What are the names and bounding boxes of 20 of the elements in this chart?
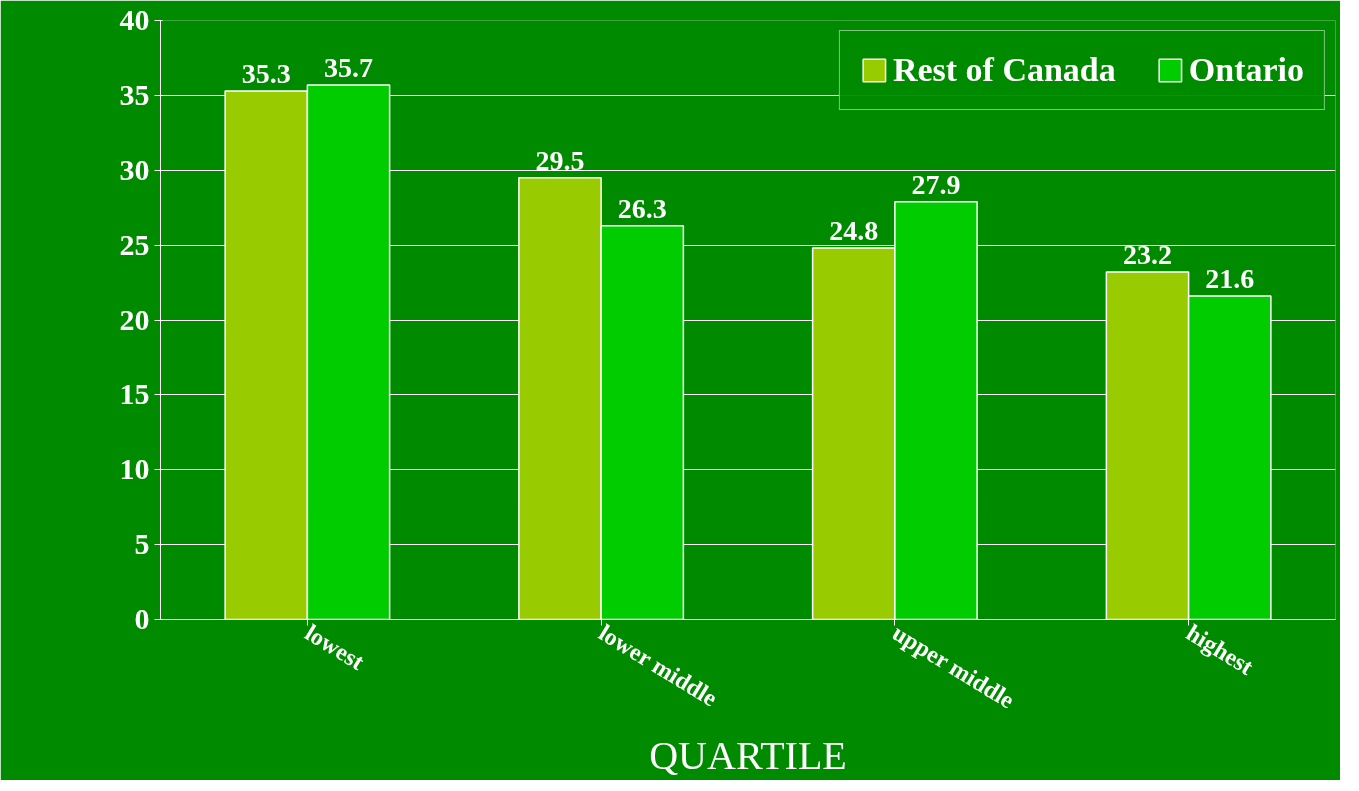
data-label: 26.3 bbox=[617, 192, 667, 224]
legend-label: Ontario bbox=[1188, 51, 1304, 89]
y-tick-label: 40 bbox=[119, 3, 150, 36]
y-tick-label: 25 bbox=[119, 227, 150, 261]
x-axis-title: QUARTILE bbox=[649, 732, 847, 778]
data-label: 27.9 bbox=[911, 168, 961, 200]
data-label: 35.7 bbox=[324, 51, 373, 83]
y-tick-label: 10 bbox=[119, 452, 150, 486]
data-label: 23.2 bbox=[1123, 239, 1172, 271]
y-tick-label: 35 bbox=[119, 77, 150, 111]
legend-label: Rest of Canada bbox=[892, 51, 1116, 89]
y-tick-label: 5 bbox=[134, 527, 150, 561]
data-label: 24.8 bbox=[829, 215, 879, 247]
data-label: 29.5 bbox=[535, 144, 585, 176]
data-label: 35.3 bbox=[241, 57, 291, 89]
y-tick-label: 15 bbox=[119, 377, 150, 411]
data-label: 21.6 bbox=[1205, 263, 1255, 295]
y-tick-label: 30 bbox=[119, 152, 150, 186]
y-tick-label: 0 bbox=[134, 602, 150, 635]
y-tick-label: 20 bbox=[119, 302, 150, 336]
